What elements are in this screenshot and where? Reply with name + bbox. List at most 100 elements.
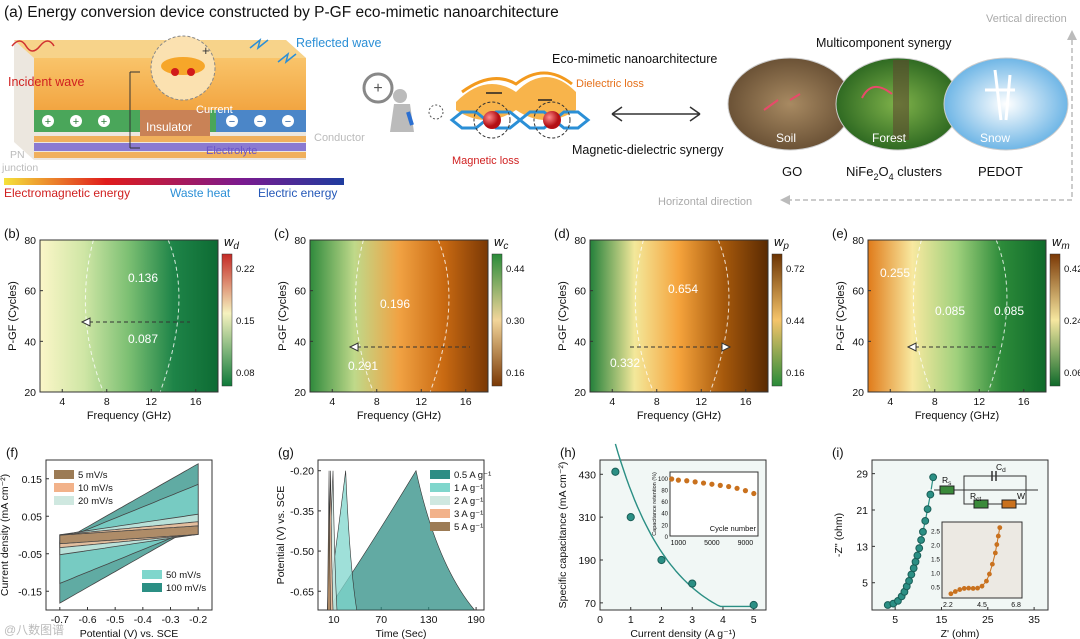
data-point <box>749 600 758 610</box>
multi-synergy-title: Multicomponent synergy <box>816 36 952 50</box>
heatmap-frame <box>309 239 489 393</box>
fit-curve <box>614 443 754 608</box>
data-point <box>911 557 920 566</box>
svg-text:−: − <box>257 116 263 128</box>
gcd-curve <box>327 470 331 611</box>
contour-value-label: 0.332 <box>610 356 640 370</box>
inset-x-tick: 9000 <box>738 540 754 547</box>
colorbar-tick-label: 0.06 <box>1064 368 1080 379</box>
y-tick-label: 80 <box>294 235 306 247</box>
panel-label: (g) <box>278 445 294 460</box>
x-tick-label: 4 <box>887 396 893 408</box>
svg-text:+: + <box>101 116 107 128</box>
data-point <box>915 544 924 553</box>
inset-point <box>751 490 757 497</box>
x-axis-label: Time (Sec) <box>376 628 427 639</box>
data-point <box>905 577 913 585</box>
y-tick-label: -0.20 <box>290 466 314 478</box>
inset-point <box>700 480 707 486</box>
legend-label: 100 mV/s <box>166 583 206 594</box>
x-tick-label: 1 <box>628 614 634 626</box>
inset-y-tick: 20 <box>661 523 668 529</box>
y-tick-label: 430 <box>578 469 596 481</box>
svg-text:+: + <box>373 80 382 97</box>
data-point <box>611 467 620 476</box>
plus-charge-icon <box>42 115 54 127</box>
y-tick-label: 60 <box>294 286 306 298</box>
x-tick-label: 8 <box>374 396 380 408</box>
data-point <box>688 579 697 588</box>
warburg-icon <box>1001 499 1017 509</box>
legend-label: 5 A g⁻¹ <box>454 522 483 533</box>
y-tick-label: 80 <box>24 235 36 247</box>
contour-line <box>429 239 450 393</box>
data-point <box>921 517 930 525</box>
legend-swatch <box>430 509 450 518</box>
y-tick-label: 20 <box>852 387 864 399</box>
contour-line <box>912 239 932 393</box>
inset-y-tick: 60 <box>661 500 668 506</box>
y-tick-label: 20 <box>294 387 306 399</box>
x-tick-label: 12 <box>145 396 157 408</box>
circuit-label: Rct <box>970 491 981 503</box>
inset-point <box>957 587 963 592</box>
y-tick-label: 80 <box>574 235 586 247</box>
x-tick-label: 130 <box>420 614 438 626</box>
svg-text:−: − <box>285 116 291 128</box>
colorbar-tick-label: 0.44 <box>786 316 805 327</box>
y-tick-label: -0.65 <box>290 586 314 598</box>
contour-value-label: 0.654 <box>668 282 698 296</box>
y-tick-label: 20 <box>24 387 36 399</box>
legend-label: 5 mV/s <box>78 470 108 481</box>
panel-label: (d) <box>554 226 570 241</box>
reflected-wave-label: Reflected wave <box>296 36 382 50</box>
panel-label: (h) <box>560 445 576 460</box>
chart-i: (i) 29 21 13 5 5 15 25 35 Z' (ohm) -Z'' (ohm) Rs Cd R… <box>832 445 1049 639</box>
data-point <box>909 564 918 573</box>
inset-y-label: Capacitance retention (%) <box>652 472 658 536</box>
contour-value-label: 0.085 <box>994 304 1024 318</box>
x-tick-label: 190 <box>467 614 485 626</box>
inset-point <box>987 571 992 577</box>
svg-text:−: − <box>229 116 235 128</box>
colorbar <box>221 253 233 387</box>
inset-y-tick: 80 <box>661 488 668 494</box>
inset-point <box>989 561 995 567</box>
colorbar <box>1049 253 1061 387</box>
x-tick-label: 16 <box>190 396 202 408</box>
inset-x-tick: 5000 <box>704 540 720 547</box>
y-axis-label: P-GF (Cycles) <box>835 281 847 351</box>
energy-device-illustration: + + + − − − + <box>4 35 344 185</box>
x-tick-label: 8 <box>104 396 110 408</box>
legend-swatch <box>430 483 450 492</box>
x-tick-label: 35 <box>1028 614 1040 626</box>
colorbar-symbol: wp <box>774 234 789 252</box>
magnifier-figure-icon: + <box>362 72 444 132</box>
inset-y-tick: 0.5 <box>931 585 940 592</box>
data-point <box>626 513 635 522</box>
inset-x-tick: 1000 <box>671 540 687 547</box>
colorbar-tick-label: 0.16 <box>506 368 525 379</box>
inset-y-tick: 40 <box>661 512 668 518</box>
inset-x-tick: 6.8 <box>1011 602 1021 609</box>
heatmap-field <box>40 240 218 392</box>
x-tick-label: 0 <box>597 614 603 626</box>
cv-curve <box>59 525 199 545</box>
vertical-direction-label: Vertical direction <box>986 13 1067 25</box>
arrow-head <box>348 342 359 352</box>
chart-f: (f) 0.15 0.05 -0.05 -0.15 -0.7 -0.6 -0.5 -0.4 -0.… <box>0 445 213 639</box>
inset-point <box>709 481 715 487</box>
inset-point <box>975 585 980 591</box>
y-tick-label: -0.35 <box>290 506 314 518</box>
x-tick-label: 12 <box>415 396 427 408</box>
y-tick-label: -0.05 <box>18 549 42 561</box>
x-tick-label: 16 <box>460 396 472 408</box>
pn-label: PN <box>10 149 25 161</box>
x-tick-label: 5 <box>751 614 757 626</box>
x-axis-label: Frequency (GHz) <box>87 410 171 422</box>
svg-text:+: + <box>202 43 210 58</box>
colorbar-symbol: wm <box>1052 234 1070 252</box>
legend-swatch <box>142 570 162 579</box>
